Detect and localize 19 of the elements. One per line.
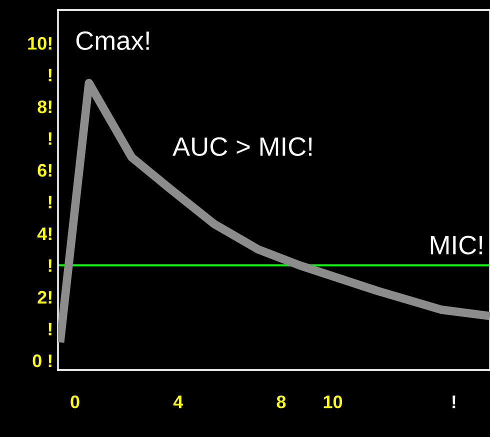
- y-tick-label: !: [48, 132, 52, 145]
- x-tick-label: 0: [70, 395, 80, 408]
- annotation: AUC > MIC!: [172, 137, 312, 156]
- y-tick-label: !: [48, 259, 52, 272]
- annotation: Cmax!: [76, 31, 149, 50]
- y-tick-label: 2!: [38, 290, 52, 304]
- x-tick-label: 10: [324, 395, 342, 408]
- x-tick-label: !: [452, 396, 456, 408]
- y-tick-label: 4!: [37, 228, 52, 240]
- y-tick-label: !: [48, 322, 52, 336]
- x-tick-label: 4: [173, 396, 184, 408]
- y-tick-label: 6!: [38, 164, 52, 177]
- y-tick-label: 10!: [28, 36, 52, 50]
- y-tick-label: !: [48, 196, 52, 208]
- annotation: MIC!: [430, 236, 482, 254]
- y-tick-label: 0 !: [32, 354, 52, 368]
- x-tick-label: 8: [276, 395, 286, 408]
- y-tick-label: 8!: [38, 100, 52, 114]
- y-tick-label: !: [48, 68, 52, 82]
